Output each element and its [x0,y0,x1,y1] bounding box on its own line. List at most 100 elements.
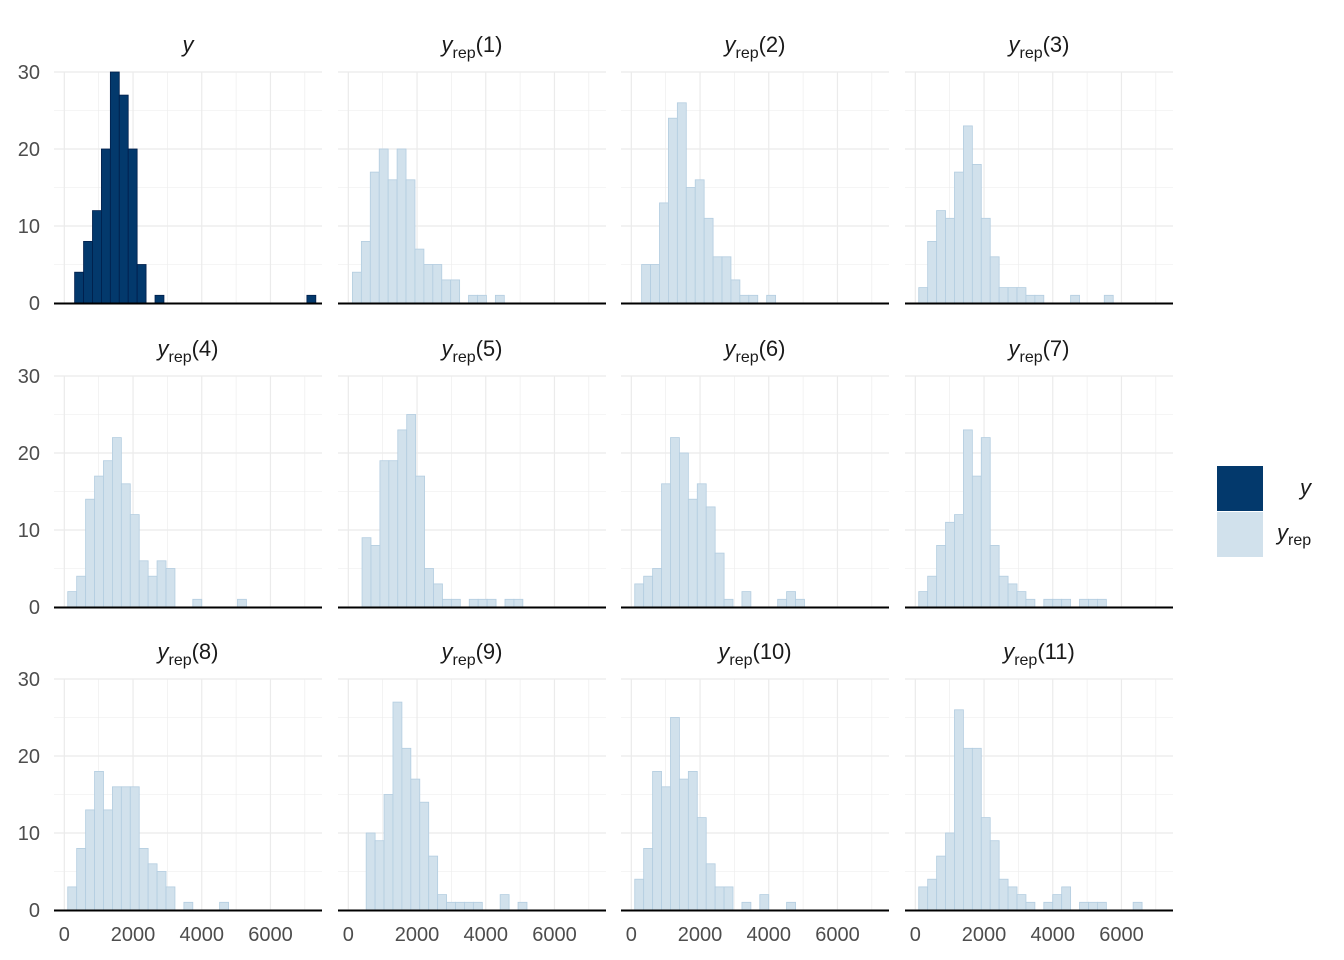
panel-title-variable: y [722,32,737,57]
histogram-bar [165,568,176,608]
y-tick-label: 0 [29,293,40,315]
histogram-bar [927,575,938,608]
x-tick-label: 0 [343,924,354,946]
histogram-bar [83,240,93,304]
histogram-bar [705,863,716,911]
histogram-bar [687,771,698,911]
histogram-bar [998,575,1009,608]
histogram-bar [634,878,645,911]
histogram-bar [712,256,723,304]
histogram-bar [156,871,167,911]
legend-swatch-yrep [1217,512,1263,557]
histogram-bar [676,102,687,304]
panel-title-index: (10) [753,639,792,664]
histogram-bar [352,271,362,304]
histogram-bar [971,163,982,304]
panel-title-subscript: rep [1014,652,1037,669]
histogram-bar [936,210,946,304]
histogram-bar [156,560,167,608]
histogram-bar [450,279,461,304]
histogram-bar [786,591,796,608]
histogram-bar [369,171,380,304]
y-tick-label: 10 [18,520,40,542]
histogram-bar [112,786,122,911]
panel-title-index: (3) [1043,32,1070,57]
histogram-bar [1007,583,1018,608]
x-tick-label: 0 [626,924,637,946]
histogram-bar [954,171,964,304]
panel-title-variable: y [439,336,454,361]
histogram-panel: yrep(1) [338,32,606,305]
y-tick-label: 30 [18,366,40,388]
histogram-bar [499,894,510,911]
histogram-bar [739,294,750,304]
histogram-bar [971,475,982,608]
histogram-bar [687,498,698,608]
histogram-panel: yrep(10) 0 2000 4000 6000 [621,639,889,946]
histogram-bar [748,294,759,304]
histogram-bar [694,179,705,304]
panel-title-variable: y [716,639,731,664]
histogram-panel: yrep(7) [905,336,1173,609]
x-tick-label: 4000 [179,924,224,946]
y-tick-label: 30 [18,62,40,84]
histogram-bar [1016,287,1027,304]
histogram-bar [998,287,1009,304]
panel-title: yrep(8) [155,639,218,669]
histogram-bar [1025,294,1036,304]
histogram-bar [388,460,399,608]
histogram-bar [963,429,973,608]
histogram-bar [945,217,955,304]
histogram-bar [396,148,407,304]
histogram-bar [237,598,247,608]
panel-title-variable: y [1001,639,1016,664]
histogram-panel: yrep(9) 0 2000 4000 6000 [338,639,606,946]
x-tick-label: 4000 [1030,924,1075,946]
histogram-bar [494,294,505,304]
histogram-bar [101,148,111,304]
histogram-bar [998,878,1009,911]
panel-title-index: (1) [476,32,503,57]
histogram-panel: yrep(8) 0 10 20 30 0 2000 4000 6000 [18,639,322,946]
histogram-bar [652,568,662,608]
histogram-bar [703,217,714,304]
histogram-bar [659,202,669,304]
histogram-bar [989,840,1000,911]
histogram-bar [668,117,678,304]
panel-title-variable: y [181,32,196,57]
histogram-bar [927,878,938,911]
histogram-bar [74,271,84,304]
histogram-bar [1052,894,1063,911]
histogram-bar [650,264,660,304]
histogram-bar [936,545,946,608]
panel-title-index: (9) [476,639,503,664]
histogram-bar [652,771,662,911]
panel-title: yrep(11) [1001,639,1075,669]
histogram-bar [472,901,483,911]
panel-title-subscript: rep [1019,45,1042,62]
histogram-bar [136,264,147,304]
histogram-bar [424,568,434,608]
panel-title: yrep(7) [1006,336,1069,366]
x-tick-label: 4000 [746,924,791,946]
histogram-bar [721,256,732,304]
histogram-bar [705,506,716,608]
histogram-bar [670,437,680,608]
panel-title: yrep(9) [439,639,502,669]
y-tick-label: 10 [18,823,40,845]
histogram-bar [1061,886,1072,911]
histogram-panel: yrep(5) [338,336,606,609]
histogram-bar [94,475,104,608]
histogram-bar [183,901,194,911]
histogram-bar [1007,886,1018,911]
histogram-bar [777,598,788,608]
legend-label-subscript: rep [1288,532,1311,549]
histogram-bar [405,179,416,304]
histogram-bar [989,545,1000,608]
histogram-bar [679,778,689,911]
histogram-bar [1097,901,1107,911]
histogram-bar [1034,294,1045,304]
panel-title-index: (8) [192,639,219,664]
panel-title-subscript: rep [168,652,191,669]
histogram-bar [936,855,946,911]
